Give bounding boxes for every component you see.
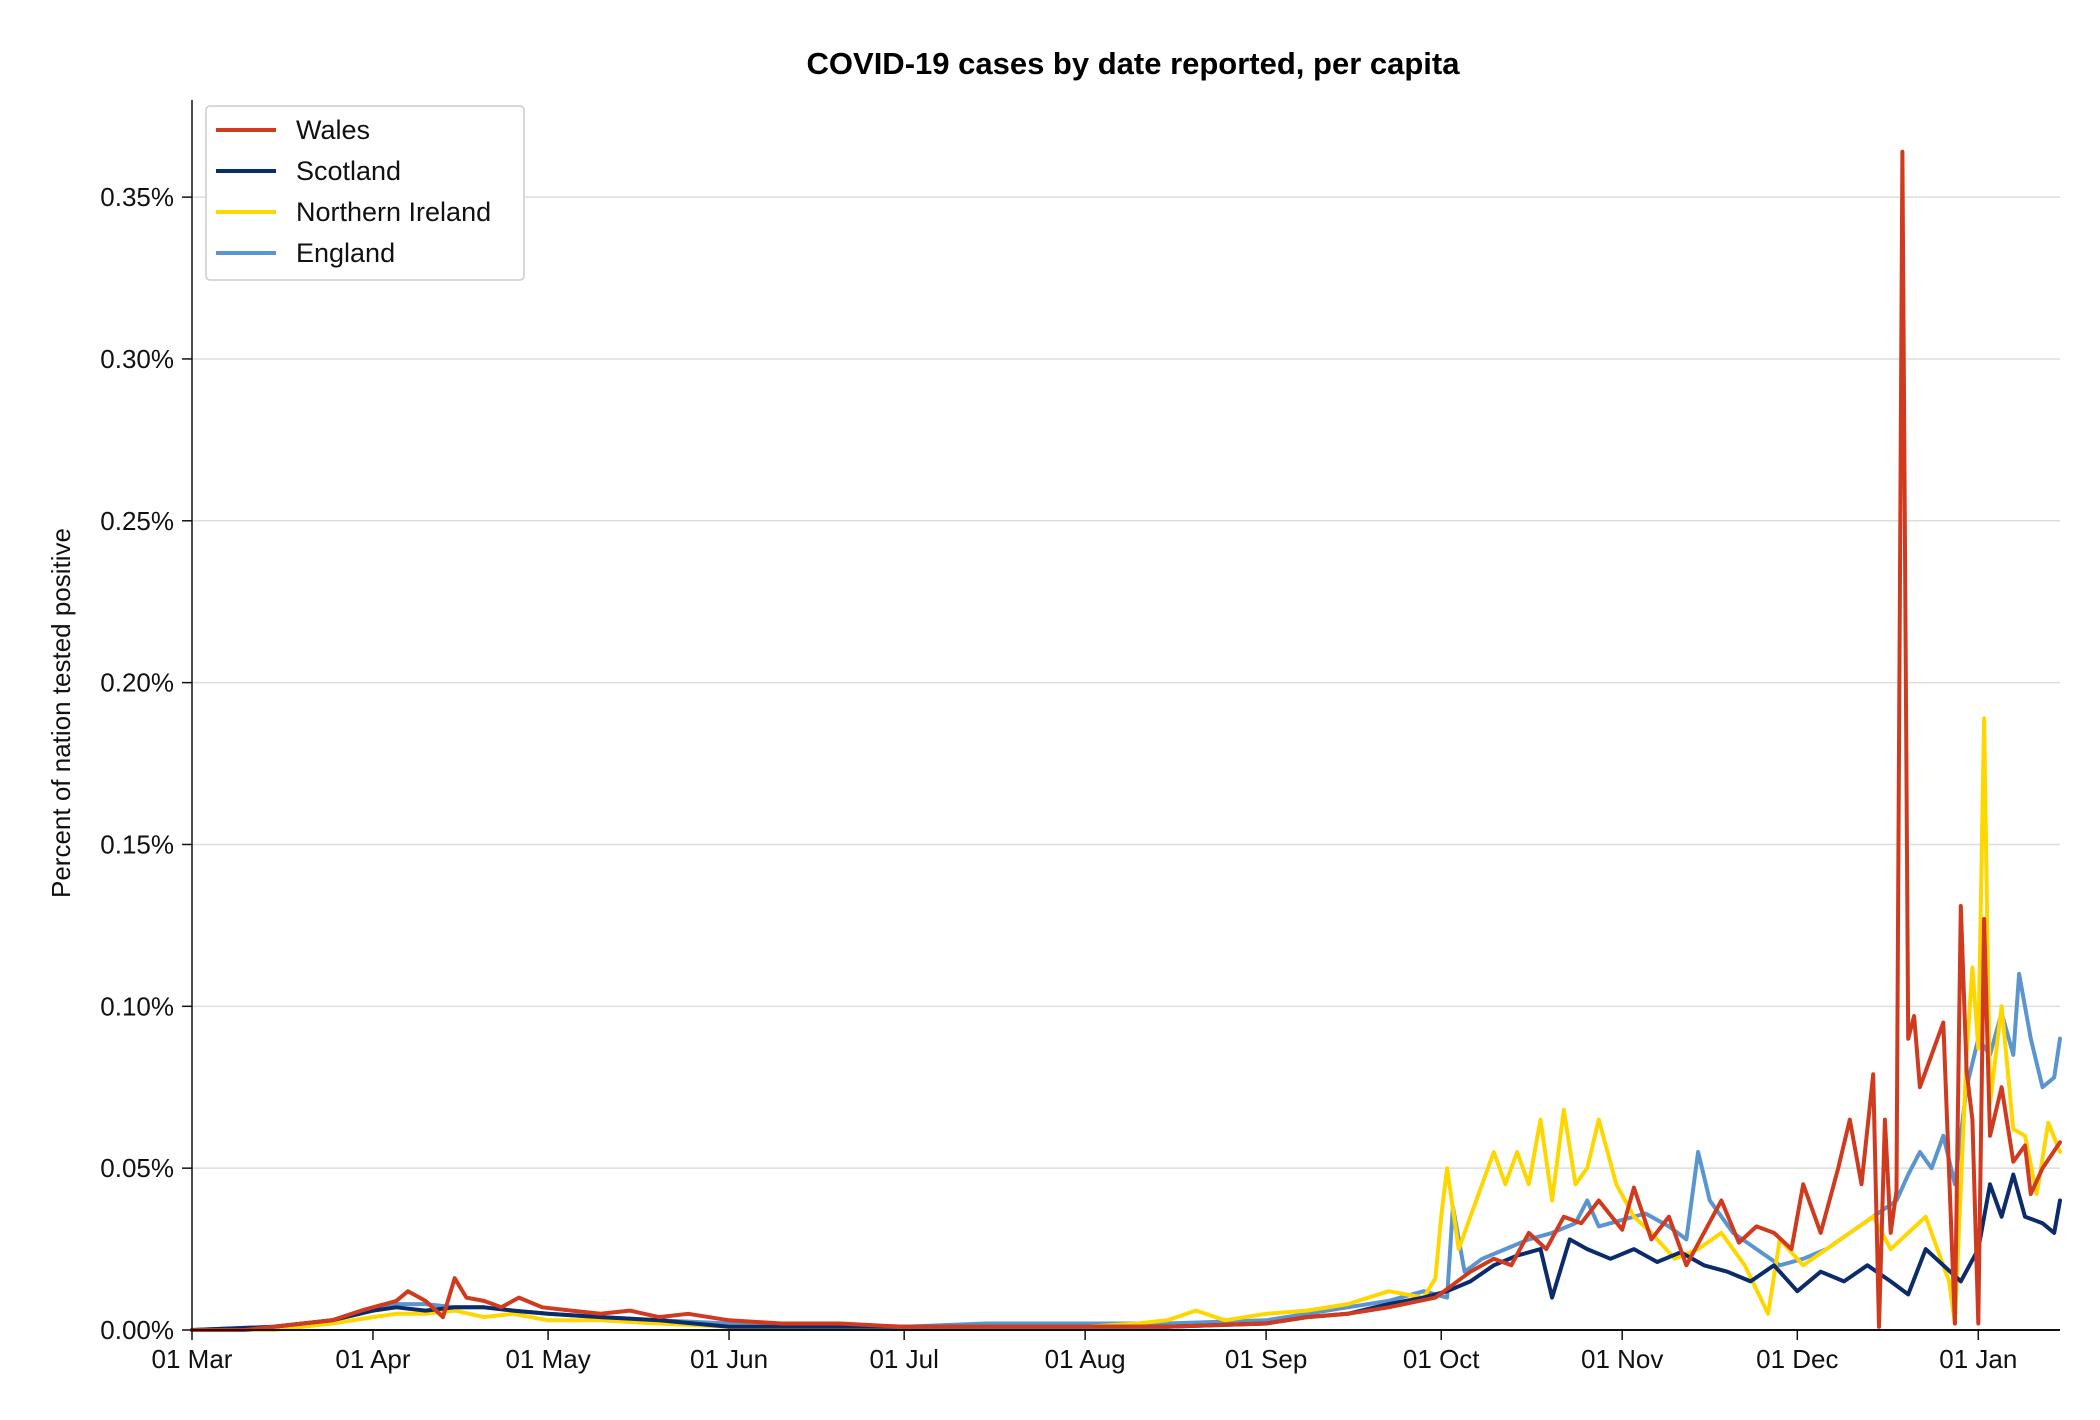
legend: Wales Scotland Northern Ireland England bbox=[205, 105, 525, 281]
series-lines bbox=[190, 149, 2062, 1332]
legend-label: England bbox=[296, 238, 395, 268]
y-tick-label: 0.20% bbox=[100, 668, 174, 698]
series-line-scotland bbox=[190, 1172, 2062, 1332]
y-tick-label: 0.30% bbox=[100, 344, 174, 374]
y-axis-title: Percent of nation tested positive bbox=[46, 528, 76, 898]
x-tick-label: 01 Sep bbox=[1225, 1344, 1307, 1374]
y-tick-label: 0.05% bbox=[100, 1153, 174, 1183]
x-tick-label: 01 Jun bbox=[690, 1344, 768, 1374]
legend-box bbox=[205, 105, 525, 281]
x-tick-label: 01 May bbox=[505, 1344, 590, 1374]
x-tick-label: 01 Oct bbox=[1403, 1344, 1480, 1374]
y-tick-label: 0.15% bbox=[100, 829, 174, 859]
x-tick-label: 01 Dec bbox=[1756, 1344, 1838, 1374]
x-tick-label: 01 Jul bbox=[869, 1344, 938, 1374]
gridlines bbox=[192, 196, 2060, 1169]
y-tick-label: 0.35% bbox=[100, 182, 174, 212]
x-tick-label: 01 Apr bbox=[335, 1344, 411, 1374]
legend-label: Wales bbox=[296, 115, 370, 145]
y-tick-label: 0.10% bbox=[100, 991, 174, 1021]
x-tick-label: 01 Jan bbox=[1939, 1344, 2017, 1374]
legend-label: Northern Ireland bbox=[296, 197, 491, 227]
legend-label: Scotland bbox=[296, 156, 401, 186]
series-line-england bbox=[190, 971, 2062, 1332]
axes: 0.00% 0.05% 0.10% 0.15% 0.20% 0.25% 0.30% 0.35%… bbox=[100, 100, 2060, 1374]
y-tick-label: 0.00% bbox=[100, 1315, 174, 1345]
x-tick-label: 01 Mar bbox=[152, 1344, 233, 1374]
series-line-wales bbox=[190, 149, 2062, 1332]
y-tick-label: 0.25% bbox=[100, 506, 174, 536]
chart-title: COVID-19 cases by date reported, per cap… bbox=[807, 46, 1461, 81]
x-tick-label: 01 Aug bbox=[1045, 1344, 1126, 1374]
x-tick-label: 01 Nov bbox=[1581, 1344, 1663, 1374]
